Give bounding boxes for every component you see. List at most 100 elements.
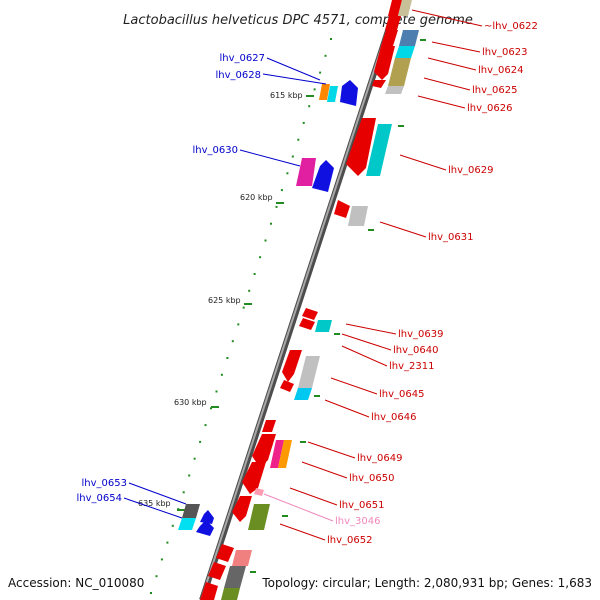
- scale-dot: [302, 121, 305, 124]
- label-lhv-0630[interactable]: lhv_0630: [193, 145, 238, 156]
- genome-backbone: [199, 0, 401, 600]
- gene-block-lhv-0623a[interactable]: [385, 16, 401, 30]
- gene-block-lhv-0650[interactable]: [278, 440, 292, 468]
- scale-dot: [166, 541, 169, 544]
- scale-label-625: 625 kbp: [208, 296, 241, 305]
- scale-dot: [210, 407, 212, 410]
- gene-block-bottom-2[interactable]: [232, 550, 252, 566]
- gene-block-bottom-4[interactable]: [224, 566, 246, 588]
- left-strand-genes: [178, 80, 358, 536]
- gene-block-lhv-0650a[interactable]: [242, 462, 266, 494]
- scale-dot: [253, 273, 256, 275]
- label-lhv-0651[interactable]: lhv_0651: [339, 500, 384, 511]
- gene-block-lhv-0646[interactable]: [294, 388, 312, 400]
- scale-dot: [324, 54, 327, 57]
- scale-dot: [313, 88, 316, 91]
- gene-block-lhv-0628b[interactable]: [340, 80, 358, 106]
- gene-block-lhv-3046[interactable]: [254, 488, 264, 496]
- gene-block-lhv-0654[interactable]: [178, 518, 196, 530]
- label-lhv-2311[interactable]: lhv_2311: [389, 361, 434, 372]
- scale-dot: [188, 474, 191, 477]
- gene-block-lhv-0629[interactable]: [366, 124, 392, 176]
- scale-dot: [280, 189, 283, 192]
- scale-dot: [231, 340, 234, 343]
- gene-block-lhv-0626b[interactable]: [372, 80, 386, 88]
- gene-block-lhv-0645[interactable]: [298, 356, 320, 388]
- gene-block-bottom-3[interactable]: [208, 562, 226, 580]
- label-lhv-0629[interactable]: lhv_0629: [448, 165, 493, 176]
- label-lhv-0628[interactable]: lhv_0628: [216, 70, 261, 81]
- label-lhv-0622[interactable]: ~lhv_0622: [484, 21, 538, 32]
- gene-block-lhv-0651a[interactable]: [232, 496, 252, 522]
- scale-dot: [226, 357, 229, 359]
- gene-block-bottom-6[interactable]: [221, 588, 240, 600]
- scale-dot: [182, 491, 185, 494]
- gene-block-lhv-0640a[interactable]: [299, 318, 315, 330]
- gene-block-lhv-0646a[interactable]: [280, 380, 294, 392]
- label-lhv-0624[interactable]: lhv_0624: [478, 65, 523, 76]
- label-lhv-0650[interactable]: lhv_0650: [349, 473, 394, 484]
- gene-block-lhv-0625b[interactable]: [374, 46, 395, 80]
- gene-block-bottom-1[interactable]: [216, 544, 234, 562]
- scale-labels: 615 kbp 620 kbp 625 kbp 630 kbp 635 kbp: [138, 91, 314, 511]
- scale-dot: [259, 256, 262, 259]
- label-lhv-0623[interactable]: lhv_0623: [482, 47, 527, 58]
- gene-block-lhv-0628[interactable]: [327, 86, 338, 102]
- label-lhv-0654[interactable]: lhv_0654: [77, 493, 122, 504]
- label-lhv-0640[interactable]: lhv_0640: [393, 345, 438, 356]
- label-lhv-0652[interactable]: lhv_0652: [327, 535, 372, 546]
- gene-block-bottom-5[interactable]: [200, 582, 218, 600]
- scale-dot: [308, 105, 311, 108]
- scale-dot: [286, 172, 289, 175]
- scale-label-615: 615 kbp: [270, 91, 303, 100]
- gene-block-lhv-0651[interactable]: [248, 504, 270, 530]
- label-lhv-0639[interactable]: lhv_0639: [398, 329, 443, 340]
- gene-block-lhv-0653[interactable]: [182, 504, 200, 518]
- gene-block-lhv-0639[interactable]: [315, 320, 332, 332]
- label-lhv-0646[interactable]: lhv_0646: [371, 412, 416, 423]
- gene-block-lhv-0630b[interactable]: [312, 160, 334, 192]
- label-lhv-3046[interactable]: lhv_3046: [335, 516, 380, 527]
- scale-dot: [264, 239, 267, 242]
- gene-block-lhv-0649[interactable]: [270, 440, 284, 468]
- gene-block-lhv-0631a[interactable]: [334, 200, 350, 218]
- gene-block-lhv-0649a[interactable]: [262, 420, 276, 432]
- scale-dot: [330, 38, 332, 40]
- scale-label-630: 630 kbp: [174, 398, 207, 407]
- gene-block-lhv-0629a[interactable]: [346, 118, 376, 176]
- scale-dot: [150, 592, 152, 594]
- gene-block-lhv-0623b[interactable]: [381, 30, 398, 46]
- label-lhv-0626[interactable]: lhv_0626: [467, 103, 512, 114]
- gene-block-lhv-0630[interactable]: [296, 158, 316, 186]
- gene-block-lhv-0649b[interactable]: [252, 434, 276, 468]
- label-lhv-0653[interactable]: lhv_0653: [82, 478, 127, 489]
- gene-block-lhv-0645a[interactable]: [282, 350, 302, 382]
- gene-block-lhv-0624[interactable]: [395, 46, 415, 58]
- gene-block-lhv-0622[interactable]: [388, 0, 402, 16]
- gene-block-lhv-0625[interactable]: [388, 58, 411, 86]
- scale-label-635: 635 kbp: [138, 499, 171, 508]
- gene-block-lhv-0622b[interactable]: [398, 0, 412, 16]
- scale-dot: [297, 138, 300, 141]
- scale-dot: [275, 205, 278, 208]
- map-title: Lactobacillus helveticus DPC 4571, compl…: [123, 13, 473, 28]
- label-lhv-0631[interactable]: lhv_0631: [428, 232, 473, 243]
- gene-block-lhv-0627[interactable]: [319, 84, 330, 100]
- scale-dot: [237, 323, 240, 326]
- gene-block-lhv-0631[interactable]: [348, 206, 368, 226]
- scale-dot: [215, 390, 218, 393]
- scale-dot: [204, 424, 207, 427]
- right-strand-genes: [200, 0, 419, 600]
- gene-block-lhv-0623[interactable]: [399, 30, 419, 46]
- label-lhv-0625[interactable]: lhv_0625: [472, 85, 517, 96]
- gene-block-lhv-0653b[interactable]: [200, 510, 214, 524]
- scale-dot: [319, 71, 322, 74]
- gene-block-lhv-0626[interactable]: [385, 86, 404, 94]
- label-lhv-0627[interactable]: lhv_0627: [220, 53, 265, 64]
- gene-block-lhv-0654b[interactable]: [196, 520, 214, 536]
- label-lhv-0649[interactable]: lhv_0649: [357, 453, 402, 464]
- strand-ticks: [250, 39, 426, 573]
- label-lhv-0645[interactable]: lhv_0645: [379, 389, 424, 400]
- gene-block-lhv-0639a[interactable]: [302, 308, 318, 320]
